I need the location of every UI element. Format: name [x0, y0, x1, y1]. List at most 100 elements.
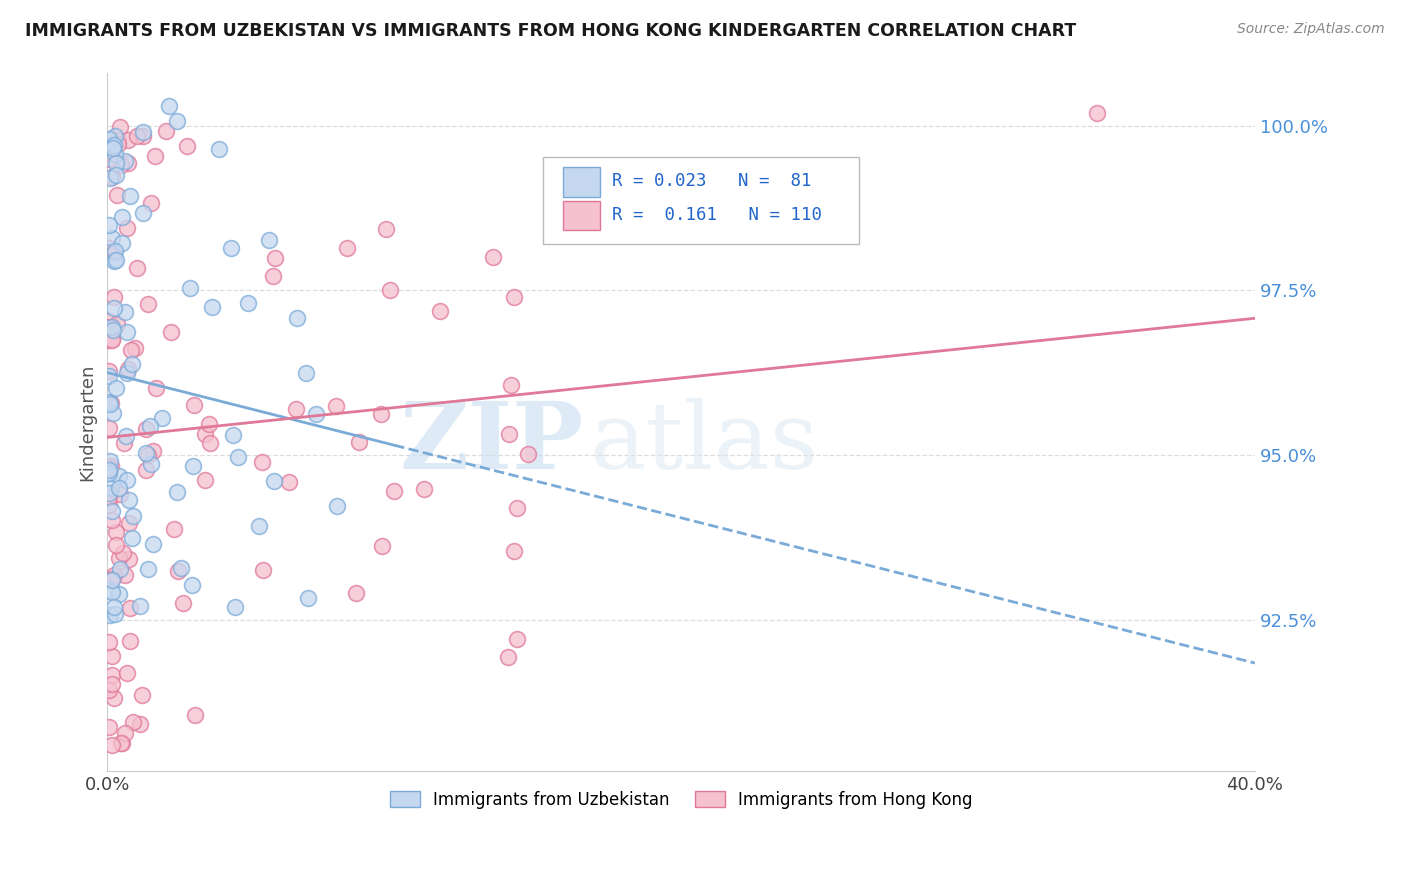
Point [101, 231, 124, 245]
Point [98, 171, 121, 186]
Point [100, 395, 122, 409]
Point [142, 537, 165, 551]
Point [482, 250, 505, 264]
Legend: Immigrants from Uzbekistan, Immigrants from Hong Kong: Immigrants from Uzbekistan, Immigrants f… [382, 784, 979, 815]
Point [118, 516, 141, 530]
Point [166, 113, 188, 128]
Point [179, 281, 201, 295]
Point [97, 683, 120, 698]
Point [101, 739, 124, 753]
Point [136, 448, 159, 462]
Point [305, 407, 328, 421]
Point [150, 411, 173, 425]
Point [262, 268, 284, 283]
Point [132, 125, 155, 139]
Point [371, 539, 394, 553]
Point [181, 578, 204, 592]
Point [100, 146, 122, 161]
Point [97, 363, 120, 377]
Point [117, 665, 139, 680]
Point [155, 124, 177, 138]
Point [103, 138, 125, 153]
Point [117, 155, 139, 169]
Point [120, 633, 142, 648]
Point [100, 139, 122, 153]
Point [516, 447, 538, 461]
Point [101, 334, 124, 348]
Point [142, 443, 165, 458]
Point [101, 141, 124, 155]
Point [103, 301, 125, 315]
Point [170, 561, 193, 575]
Point [108, 562, 131, 576]
Point [143, 148, 166, 162]
Point [97, 395, 120, 409]
Point [98, 334, 121, 348]
Point [101, 323, 124, 337]
Point [499, 377, 522, 392]
Point [136, 562, 159, 576]
Point [101, 332, 124, 346]
Point [287, 311, 309, 326]
Point [194, 427, 217, 442]
Point [114, 305, 136, 319]
Point [97, 719, 120, 733]
Point [121, 357, 143, 371]
Point [103, 690, 125, 705]
Point [107, 586, 129, 600]
Point [98, 152, 121, 166]
Point [117, 133, 139, 147]
Point [370, 407, 392, 421]
Point [105, 318, 128, 332]
Point [120, 343, 142, 357]
Point [263, 474, 285, 488]
Point [107, 132, 129, 146]
Point [122, 509, 145, 524]
Point [104, 129, 127, 144]
Point [498, 426, 520, 441]
Point [181, 459, 204, 474]
Point [97, 486, 120, 500]
Point [201, 301, 224, 315]
Point [121, 714, 143, 729]
Point [101, 572, 124, 586]
Point [194, 474, 217, 488]
Point [347, 434, 370, 449]
Point [98, 634, 121, 648]
Point [98, 607, 121, 622]
Text: ZIP: ZIP [399, 398, 583, 488]
Point [429, 303, 451, 318]
Point [124, 341, 146, 355]
Point [325, 499, 347, 513]
Point [108, 551, 131, 566]
Point [198, 436, 221, 450]
Point [252, 455, 274, 469]
Point [97, 466, 120, 480]
Point [502, 290, 524, 304]
Point [228, 450, 250, 464]
Point [100, 459, 122, 474]
Point [101, 649, 124, 664]
Point [374, 221, 396, 235]
Point [104, 381, 127, 395]
Point [238, 296, 260, 310]
Text: atlas: atlas [589, 398, 818, 488]
Point [139, 457, 162, 471]
Point [208, 143, 231, 157]
Point [135, 463, 157, 477]
Point [111, 546, 134, 560]
Point [97, 490, 120, 504]
Point [104, 244, 127, 259]
Point [1085, 105, 1108, 120]
Point [118, 601, 141, 615]
Point [378, 283, 401, 297]
Point [101, 676, 124, 690]
Text: IMMIGRANTS FROM UZBEKISTAN VS IMMIGRANTS FROM HONG KONG KINDERGARTEN CORRELATION: IMMIGRANTS FROM UZBEKISTAN VS IMMIGRANTS… [25, 22, 1077, 40]
Point [98, 397, 121, 411]
Point [108, 487, 131, 501]
Point [98, 421, 121, 435]
Point [325, 399, 347, 413]
Point [98, 314, 121, 328]
Point [104, 607, 127, 621]
Point [110, 736, 132, 750]
